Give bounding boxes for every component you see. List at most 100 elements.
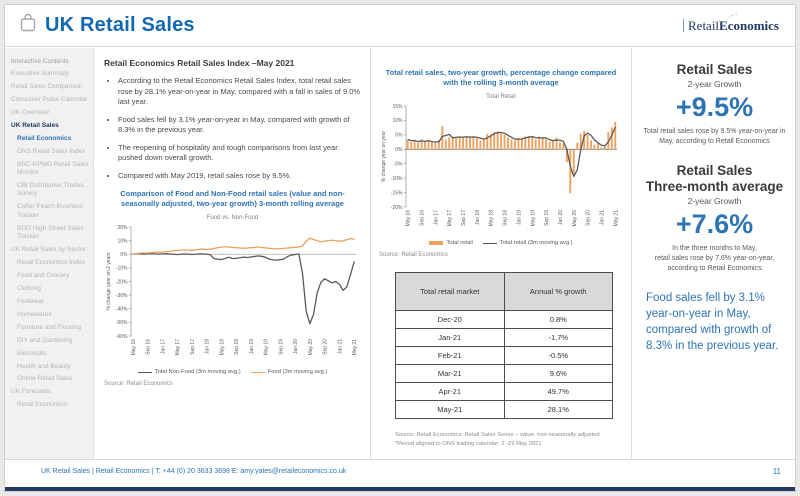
footer-contact[interactable]: UK Retail Sales | Retail Economics | T: … bbox=[41, 468, 347, 475]
sidebar-item[interactable]: CBI Distributive Trades Survey bbox=[17, 181, 84, 198]
sidebar-item[interactable]: Coffer Peach Business Tracker bbox=[17, 203, 83, 219]
sidebar-item[interactable]: UK Retail Sales by Sector bbox=[11, 246, 86, 254]
svg-text:Sep 18: Sep 18 bbox=[234, 339, 240, 355]
stat2-title-line2: Three-month average bbox=[645, 178, 784, 194]
nonfood-legend-label: Total Non-Food (3m moving avg.) bbox=[154, 369, 241, 376]
svg-text:Sep 16: Sep 16 bbox=[146, 339, 152, 355]
svg-text:% change year on 2 years: % change year on 2 years bbox=[106, 252, 112, 311]
sidebar-item[interactable]: Electricals bbox=[17, 349, 47, 357]
footer-navy-bar bbox=[5, 487, 795, 491]
retail-table: Total retail market Annual % growth Dec-… bbox=[395, 272, 613, 420]
sidebar-item[interactable]: Clothing bbox=[17, 284, 41, 292]
svg-text:May 19: May 19 bbox=[530, 210, 536, 227]
total-retail-legend-label: Total retail bbox=[446, 240, 473, 247]
svg-text:-40%: -40% bbox=[116, 307, 128, 313]
svg-text:May 21: May 21 bbox=[352, 339, 358, 356]
sidebar-item[interactable]: Footwear bbox=[17, 297, 45, 305]
sidebar-item[interactable]: Consumer Pulse Calendar bbox=[11, 95, 88, 103]
svg-text:-10%: -10% bbox=[116, 266, 128, 272]
svg-text:% change year on year: % change year on year bbox=[381, 131, 387, 183]
sidebar-item[interactable]: DIY and Gardening bbox=[17, 336, 73, 344]
total-retail-chart-subtitle: Total Retail bbox=[486, 94, 516, 101]
page-title: UK Retail Sales bbox=[45, 14, 195, 36]
sidebar-item[interactable]: Retail Sales Comparison bbox=[11, 82, 83, 90]
svg-text:15%: 15% bbox=[392, 104, 403, 110]
stat1-title: Retail Sales bbox=[676, 62, 753, 77]
middle-chart-source: Source: Retail Economics bbox=[379, 252, 448, 259]
svg-text:May 18: May 18 bbox=[219, 339, 225, 356]
svg-text:May 18: May 18 bbox=[489, 210, 495, 227]
svg-text:May 21: May 21 bbox=[613, 210, 619, 227]
svg-text:Jan 18: Jan 18 bbox=[475, 210, 481, 225]
svg-text:May 20: May 20 bbox=[308, 339, 314, 356]
svg-text:Sep 17: Sep 17 bbox=[461, 210, 467, 226]
food-nonfood-chart: 20% 10% 0% -10% -20% -30% -40% -50% -60% May 16 Se… bbox=[104, 222, 361, 367]
table-footnotes: Source: Retail Economics: Retail Sales S… bbox=[395, 431, 623, 448]
stat-block-3month: Retail Sales Three-month average 2-year … bbox=[640, 163, 789, 274]
sidebar-list: Executive Summary Retail Sales Comparison… bbox=[11, 70, 90, 410]
svg-text:Sep 17: Sep 17 bbox=[190, 339, 196, 355]
total-retail-avg-legend-label: Total retail (3m moving avg.) bbox=[499, 240, 573, 247]
svg-text:May 17: May 17 bbox=[447, 210, 453, 227]
sidebar-item[interactable]: Health and Beauty bbox=[17, 362, 71, 370]
total-retail-line-swatch bbox=[482, 242, 497, 244]
section-title: Retail Economics Retail Sales Index –May… bbox=[104, 58, 295, 68]
main-column: Retail Economics Retail Sales Index –May… bbox=[97, 48, 369, 459]
sidebar-item[interactable]: Homewares bbox=[17, 310, 52, 318]
food-line-swatch bbox=[250, 371, 265, 373]
main-chart-source: Source: Retail Economics bbox=[104, 381, 173, 388]
svg-text:Jan 17: Jan 17 bbox=[160, 339, 166, 354]
svg-text:May 17: May 17 bbox=[175, 339, 181, 356]
sidebar-item[interactable]: Online Retail Sales bbox=[17, 375, 73, 383]
logo-part1: Retail bbox=[688, 18, 720, 33]
svg-text:-50%: -50% bbox=[116, 320, 128, 326]
svg-text:Sep 20: Sep 20 bbox=[586, 210, 592, 226]
sidebar-item[interactable]: BDO High Street Sales Tracker bbox=[17, 224, 84, 241]
table-header-growth: Annual % growth bbox=[503, 272, 613, 312]
sidebar-item[interactable]: UK Forecasts bbox=[11, 388, 51, 396]
svg-text:May 16: May 16 bbox=[406, 210, 412, 227]
svg-text:-60%: -60% bbox=[116, 334, 128, 340]
svg-text:Sep 16: Sep 16 bbox=[420, 210, 426, 226]
svg-text:Jan 19: Jan 19 bbox=[249, 339, 255, 354]
stat2-value: +7.6% bbox=[675, 209, 754, 240]
svg-text:Sep 19: Sep 19 bbox=[544, 210, 550, 226]
sidebar-item[interactable]: ONS Retail Sales Index bbox=[17, 147, 86, 155]
stat1-value: +9.5% bbox=[675, 92, 754, 123]
shopping-bag-icon bbox=[19, 13, 37, 38]
column-divider-1 bbox=[370, 48, 371, 459]
table-row: Jan-21 -1.7% bbox=[395, 328, 613, 348]
column-divider-2 bbox=[631, 48, 632, 459]
svg-text:5%: 5% bbox=[395, 133, 403, 139]
sidebar-heading: Interactive Contents bbox=[11, 58, 69, 65]
nonfood-line-swatch bbox=[137, 371, 152, 373]
summary-bullet: According to the Retail Economics Retail… bbox=[118, 76, 361, 108]
svg-text:Jan 21: Jan 21 bbox=[337, 339, 343, 354]
footer: UK Retail Sales | Retail Economics | T: … bbox=[5, 459, 795, 491]
summary-bullet: Food sales fell by 3.1% year-on-year in … bbox=[118, 115, 361, 136]
sidebar-item[interactable]: UK Retail Sales bbox=[11, 121, 59, 129]
retail-table-body: Dec-20 0.8% Jan-21 -1.7% Feb-21 -0.5% Mar-21 9.… bbox=[395, 310, 613, 420]
sidebar-item[interactable]: Food and Grocery bbox=[17, 271, 70, 279]
sidebar: Interactive Contents Executive Summary Re… bbox=[5, 48, 94, 459]
food-legend-label: Food (3m moving avg.) bbox=[267, 369, 328, 376]
svg-text:Jan 20: Jan 20 bbox=[558, 210, 564, 225]
svg-text:Sep 20: Sep 20 bbox=[323, 339, 329, 355]
sidebar-item[interactable]: BRC-KPMG Retail Sales Monitor bbox=[17, 160, 89, 176]
svg-text:Jan 17: Jan 17 bbox=[433, 210, 439, 225]
table-footnote-1: Source: Retail Economics: Retail Sales S… bbox=[395, 432, 600, 439]
sidebar-item[interactable]: Furniture and Flooring bbox=[17, 323, 81, 331]
sidebar-item[interactable]: Executive Summary bbox=[11, 70, 69, 77]
right-column: Retail Sales 2-year Growth +9.5% Total r… bbox=[632, 48, 797, 459]
table-row: Dec-20 0.8% bbox=[395, 310, 613, 330]
table-row: May-21 28.1% bbox=[395, 400, 613, 420]
summary-bullet: The reopening of hospitality and tough c… bbox=[118, 143, 361, 164]
sidebar-item[interactable]: Retail Economics bbox=[17, 401, 68, 409]
sidebar-item[interactable]: Retail Economics Index bbox=[17, 259, 85, 266]
sidebar-item[interactable]: UK Overview bbox=[11, 108, 49, 116]
svg-text:10%: 10% bbox=[392, 118, 403, 124]
sidebar-item[interactable]: Retail Economics bbox=[17, 134, 72, 142]
stat-block-2year: Retail Sales 2-year Growth +9.5% Total r… bbox=[640, 62, 789, 147]
svg-text:Sep 18: Sep 18 bbox=[503, 210, 509, 226]
